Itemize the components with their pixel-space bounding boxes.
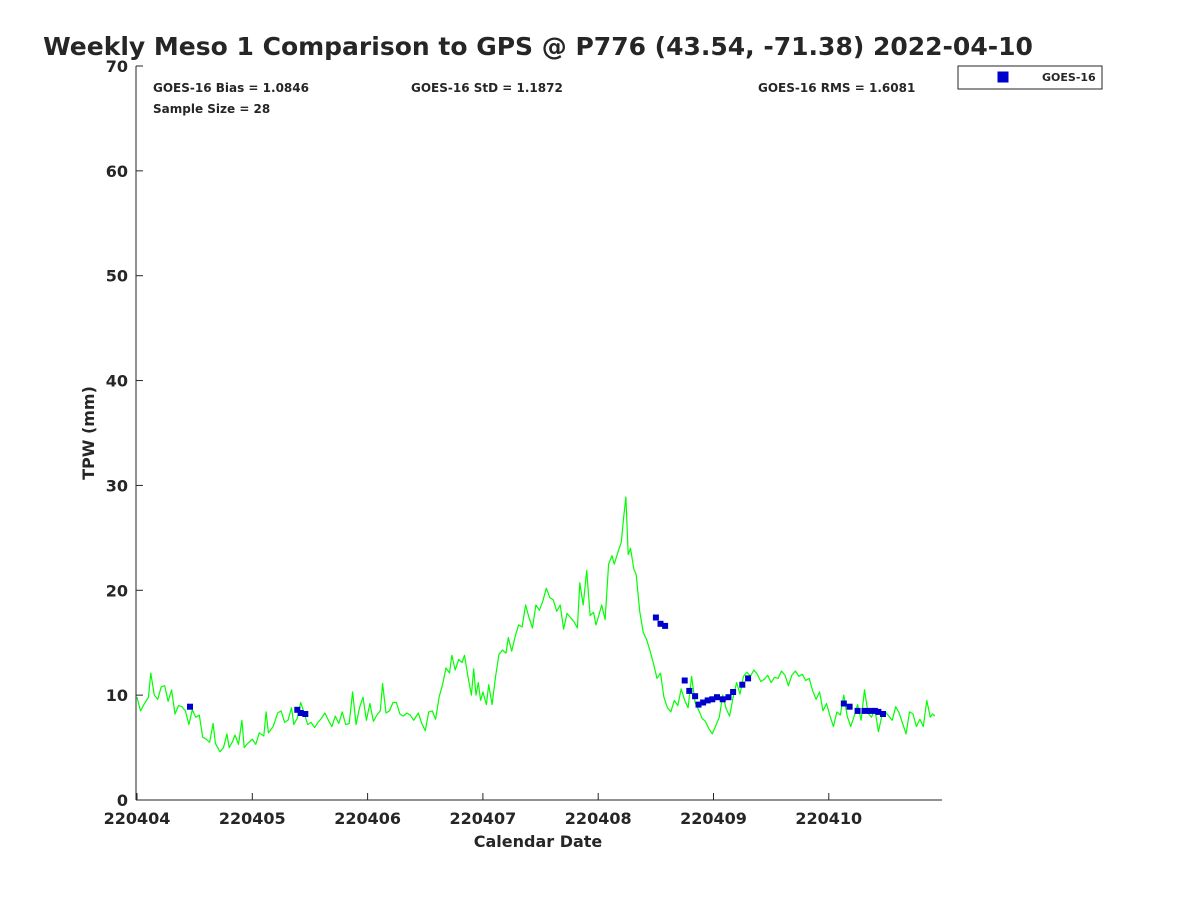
stat-std: GOES-16 StD = 1.1872 bbox=[411, 81, 563, 95]
gps-series-line bbox=[136, 496, 936, 753]
goes16-point bbox=[686, 687, 693, 694]
y-tick-label: 0 bbox=[117, 791, 128, 810]
goes16-point bbox=[861, 707, 868, 714]
y-tick-label: 50 bbox=[106, 267, 128, 286]
goes16-point bbox=[739, 681, 746, 688]
gps-line-group bbox=[136, 496, 936, 753]
x-tick-label: 220408 bbox=[565, 809, 632, 828]
x-tick-label: 220406 bbox=[334, 809, 401, 828]
goes16-point bbox=[719, 696, 726, 703]
x-tick-label: 220409 bbox=[680, 809, 747, 828]
goes16-point bbox=[662, 622, 669, 629]
goes16-point bbox=[854, 707, 861, 714]
goes16-point bbox=[302, 711, 309, 717]
goes16-point bbox=[875, 708, 882, 715]
goes16-point bbox=[294, 706, 301, 713]
plot-area: 0 10 20 30 40 50 60 70 220404 220405 220406 220407… bbox=[104, 57, 942, 828]
y-axis-label: TPW (mm) bbox=[79, 386, 98, 480]
y-tick-label: 40 bbox=[106, 372, 128, 391]
y-tick-label: 70 bbox=[106, 57, 128, 76]
goes16-point bbox=[695, 701, 702, 708]
legend-marker-goes16 bbox=[997, 71, 1009, 83]
x-axis-label: Calendar Date bbox=[474, 832, 603, 851]
x-tick-label: 220404 bbox=[104, 809, 171, 828]
goes16-point bbox=[657, 620, 664, 627]
stat-sample-size: Sample Size = 28 bbox=[153, 102, 270, 116]
goes16-point bbox=[652, 614, 659, 621]
y-tick-label: 60 bbox=[106, 162, 128, 181]
x-tick-label: 220410 bbox=[795, 809, 862, 828]
goes16-point bbox=[709, 696, 716, 703]
goes16-point bbox=[871, 707, 878, 714]
stat-bias: GOES-16 Bias = 1.0846 bbox=[153, 81, 309, 95]
goes16-point bbox=[692, 693, 699, 700]
legend: GOES-16 bbox=[957, 65, 1103, 90]
goes-points-group bbox=[187, 614, 886, 717]
stat-rms: GOES-16 RMS = 1.6081 bbox=[758, 81, 915, 95]
goes16-point bbox=[681, 677, 688, 684]
goes16-point bbox=[297, 710, 304, 716]
y-tick-label: 10 bbox=[106, 686, 128, 705]
legend-label-goes16: GOES-16 bbox=[1042, 71, 1096, 84]
goes16-point bbox=[745, 675, 752, 682]
goes16-point bbox=[880, 711, 886, 717]
goes16-point bbox=[867, 707, 874, 714]
x-ticks: 220404 220405 220406 220407 220408 220409 2204… bbox=[104, 793, 862, 828]
chart-title: Weekly Meso 1 Comparison to GPS @ P776 (… bbox=[43, 32, 1033, 61]
legend-box bbox=[957, 65, 1103, 90]
goes16-point bbox=[840, 700, 847, 707]
goes16-point bbox=[187, 703, 193, 710]
goes16-point bbox=[725, 694, 732, 701]
goes16-point bbox=[704, 697, 711, 704]
y-tick-label: 20 bbox=[106, 581, 128, 600]
goes16-point bbox=[714, 694, 720, 701]
goes16-point bbox=[700, 699, 707, 706]
goes16-point bbox=[846, 703, 853, 710]
goes16-point bbox=[730, 689, 737, 695]
y-tick-label: 30 bbox=[106, 476, 128, 495]
x-tick-label: 220405 bbox=[219, 809, 286, 828]
y-ticks: 0 10 20 30 40 50 60 70 bbox=[106, 57, 143, 810]
x-tick-label: 220407 bbox=[450, 809, 517, 828]
